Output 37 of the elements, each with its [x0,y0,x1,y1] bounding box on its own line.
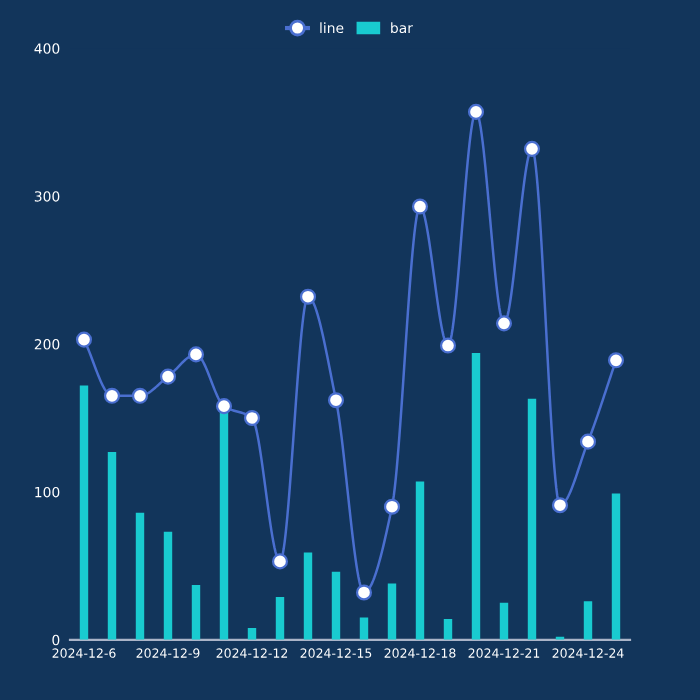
point [523,140,541,157]
bar [331,571,341,640]
point [383,498,401,515]
bar [135,512,145,640]
point [551,497,569,514]
bar [79,385,89,640]
point [243,409,261,427]
bar [303,552,313,640]
point [159,368,177,385]
bar [107,452,117,640]
bar [471,352,481,640]
point [439,337,457,354]
point [467,103,485,120]
bar [191,585,201,640]
bar [415,481,425,640]
point [299,288,317,305]
bar [163,531,173,640]
bar [583,601,593,640]
point [579,433,597,450]
point [607,352,625,369]
point [131,387,149,404]
point [327,392,345,409]
point [103,387,121,404]
point [215,398,233,415]
point [355,584,373,601]
point [411,198,429,215]
bar [387,583,397,640]
point [75,331,93,348]
point [187,346,205,363]
bar [359,617,369,640]
point [271,553,289,570]
bar [499,602,509,640]
bar [611,493,621,640]
point [495,315,513,332]
bar [443,619,453,640]
bar [275,596,285,640]
bar [527,398,537,640]
